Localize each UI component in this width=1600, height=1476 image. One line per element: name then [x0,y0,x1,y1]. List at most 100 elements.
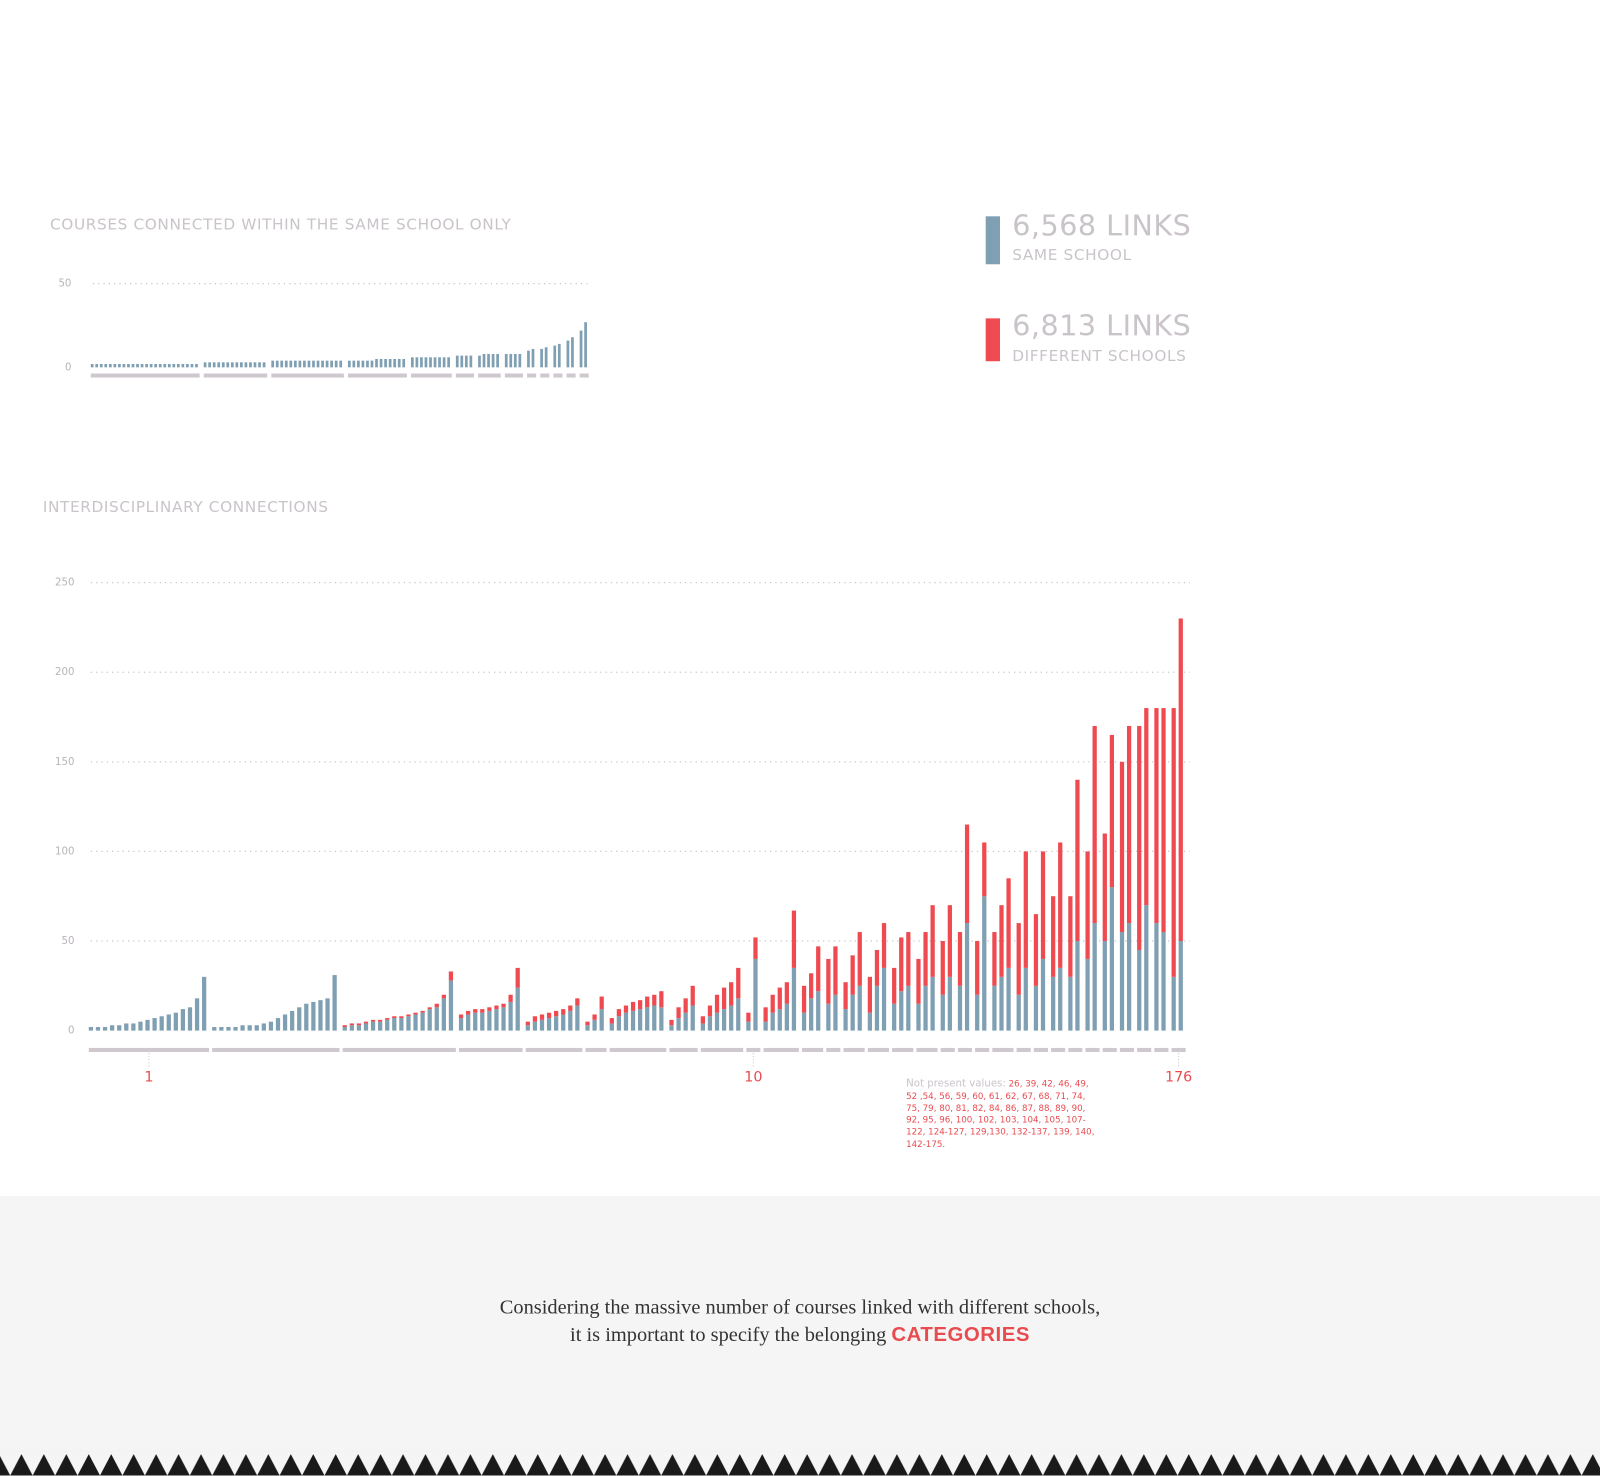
bar [982,896,987,1031]
bar [546,1018,552,1031]
bar [784,982,789,1004]
bar [1137,949,1142,1031]
group-segment [669,1047,698,1053]
bar [1102,833,1107,942]
group-segment [553,373,563,378]
bar [736,998,741,1031]
bar [352,360,356,368]
bar [957,932,963,986]
bar [487,353,490,368]
group-segment [212,1047,340,1053]
bar [816,991,821,1031]
bar [784,1003,789,1031]
bar [406,1016,411,1031]
bar [448,980,454,1031]
group-segment [90,373,200,378]
bar [104,363,108,368]
bar [402,358,406,368]
bar [413,1014,418,1031]
bar [321,360,324,368]
bar [458,1014,464,1019]
bar [850,994,855,1031]
group-segment [1119,1047,1135,1053]
bar [108,363,112,368]
bar [906,932,911,986]
bar [158,363,162,368]
bar [289,360,293,368]
group-segment [347,373,407,378]
bar [630,1010,636,1031]
group-segment [1171,1047,1186,1053]
bar [413,1012,418,1015]
bar [429,357,432,368]
bar [867,976,873,1013]
bar [623,1005,629,1013]
bar [117,1025,122,1031]
footer-line: it is important to specify the belonging [570,1323,887,1346]
group-segment [88,1047,210,1053]
bar [482,353,486,368]
bar [478,355,481,368]
bar [1016,923,1021,995]
bar [561,1014,566,1031]
bar [700,1016,705,1024]
bar [833,946,838,995]
bar [1075,779,1080,942]
bar [630,1001,636,1011]
legend-label: DIFFERENT SCHOOLS [1012,346,1187,366]
bar [867,1012,873,1031]
group-segment [1051,1047,1066,1053]
bar [186,363,189,368]
bar [874,985,880,1031]
bar [195,363,198,368]
group-segment [1102,1047,1117,1053]
bar [311,1001,316,1031]
bar [136,363,139,368]
bar [729,982,734,1006]
bar [176,363,180,368]
bar [652,994,657,1006]
bar [491,353,495,368]
bar [172,363,176,368]
bar [460,355,464,368]
bar [801,1012,807,1031]
bar [494,1005,499,1010]
bar [669,1019,674,1026]
bar [173,1012,178,1031]
bar [385,1019,390,1031]
bar [509,353,513,368]
bar [999,905,1004,977]
footer-link[interactable]: CATEGORIES [891,1323,1030,1346]
bar [1068,976,1073,1031]
bar [1006,878,1011,968]
bar [557,343,561,368]
bar [645,996,650,1008]
bar [1178,618,1183,942]
bar [1126,923,1132,1031]
group-segment [975,1047,990,1053]
bar [233,1027,238,1031]
bar [1137,725,1142,950]
bar [609,1018,614,1024]
bar [370,360,374,368]
bar [284,360,288,368]
bar [427,1009,432,1031]
bar [532,1016,538,1022]
group-segment [1154,1047,1169,1053]
bar [575,998,580,1006]
bar [208,362,211,368]
bar [501,1003,506,1008]
bar [753,937,758,959]
bar [154,363,158,368]
bar [540,348,543,368]
footer-line: Considering the massive number of course… [499,1295,1101,1319]
bar [770,994,775,1013]
bar [480,1009,485,1013]
bar [180,1009,186,1031]
bar [357,360,360,368]
bar [420,1012,425,1031]
bar [275,360,279,368]
bar [585,1025,590,1031]
bar [427,1007,432,1010]
bar [163,363,167,368]
